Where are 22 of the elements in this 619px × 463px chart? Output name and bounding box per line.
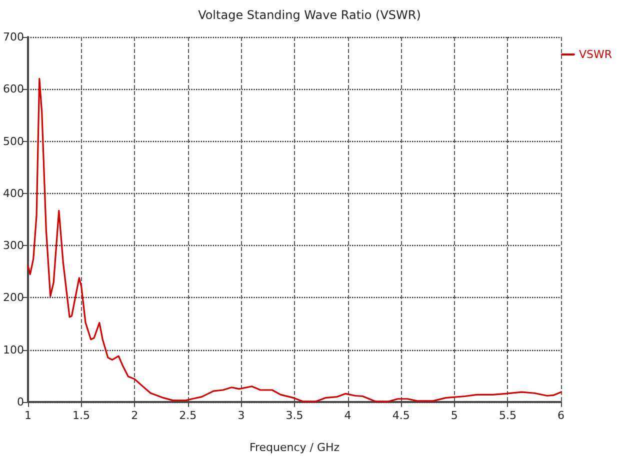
x-tick-label: 2.5 (179, 409, 197, 422)
x-axis-title: Frequency / GHz (249, 441, 340, 454)
x-tick-label: 4.5 (392, 409, 410, 422)
x-tick-label: 5 (450, 409, 458, 422)
y-tick-label: 400 (3, 186, 24, 200)
x-tick-label: 2 (131, 409, 138, 422)
y-tick-label: 0 (17, 396, 24, 408)
y-tick-label: 300 (3, 239, 24, 252)
y-tick-label: 700 (3, 30, 24, 44)
x-tick-label: 4 (344, 409, 352, 422)
y-tick-label: 200 (3, 291, 24, 304)
y-tick-label: 600 (3, 82, 24, 96)
x-tick-label: 3.5 (286, 409, 304, 422)
x-tick-label: 1.5 (72, 409, 90, 422)
x-tick-label: 6 (558, 409, 564, 422)
x-tick-label: 3 (238, 409, 245, 422)
legend-label: VSWR (578, 48, 612, 61)
y-tick-label: 100 (3, 343, 24, 356)
chart-title: Voltage Standing Wave Ratio (VSWR) (198, 8, 421, 22)
x-tick-label: 5.5 (498, 409, 516, 422)
y-tick-label: 500 (3, 134, 24, 148)
x-tick-label: 1 (24, 409, 32, 422)
